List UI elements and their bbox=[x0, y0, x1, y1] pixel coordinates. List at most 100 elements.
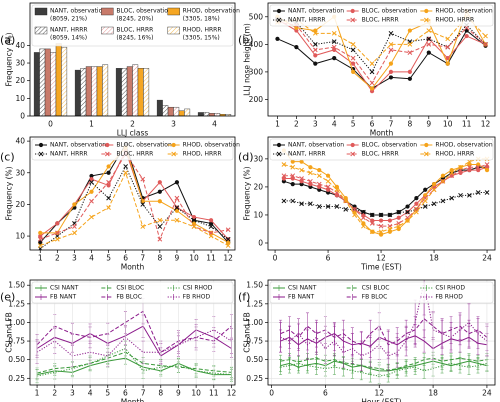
plot-area bbox=[35, 298, 233, 384]
legend-label: FB NANT bbox=[50, 294, 77, 301]
marker bbox=[89, 179, 94, 185]
error-bar bbox=[279, 322, 283, 353]
x-tick-label: 6 bbox=[323, 389, 328, 398]
marker bbox=[313, 53, 318, 58]
marker bbox=[343, 198, 349, 204]
x-tick-label: 6 bbox=[123, 254, 128, 263]
marker bbox=[55, 221, 60, 226]
x-tick-label: 5 bbox=[106, 254, 111, 263]
legend-marker bbox=[105, 142, 110, 148]
panel-label: (a) bbox=[0, 34, 15, 47]
legend-swatch bbox=[34, 26, 48, 35]
legend-marker bbox=[276, 8, 282, 14]
x-tick-label: 24 bbox=[482, 389, 492, 398]
x-axis-label: Month bbox=[121, 263, 145, 272]
plot-area bbox=[281, 148, 490, 237]
x-tick-label: 12 bbox=[227, 389, 237, 398]
series-line bbox=[280, 333, 488, 350]
y-tick-label: 0.75 bbox=[246, 337, 263, 346]
x-tick-label: 18 bbox=[429, 254, 439, 263]
marker bbox=[312, 30, 318, 36]
marker bbox=[484, 190, 490, 195]
marker bbox=[369, 61, 375, 66]
bar bbox=[162, 105, 169, 116]
marker bbox=[157, 189, 162, 194]
y-tick-label: 40 bbox=[15, 41, 25, 50]
x-tick-label: 12 bbox=[481, 120, 491, 129]
x-tick-label: 3 bbox=[171, 120, 176, 129]
marker bbox=[334, 204, 340, 209]
marker bbox=[414, 209, 419, 215]
legend-label: FB BLOC bbox=[116, 294, 142, 301]
error-bar bbox=[422, 363, 426, 379]
marker bbox=[467, 192, 472, 198]
legend-marker bbox=[38, 151, 44, 157]
panel-label: (e) bbox=[0, 291, 15, 304]
plot-area bbox=[279, 280, 489, 384]
bar bbox=[80, 68, 87, 116]
marker bbox=[281, 173, 287, 179]
legend-label: BLOC, HRRR bbox=[362, 17, 399, 24]
marker bbox=[325, 173, 331, 178]
x-tick-label: 9 bbox=[175, 254, 180, 263]
series-line bbox=[283, 150, 488, 236]
axes-frame bbox=[29, 2, 236, 117]
x-tick-label: 5 bbox=[351, 120, 356, 129]
marker bbox=[208, 218, 214, 223]
marker bbox=[388, 30, 394, 36]
marker bbox=[422, 204, 428, 209]
legend-label: NANT, HRRR bbox=[288, 151, 326, 158]
legend-detail: (3305, 18%) bbox=[183, 16, 220, 23]
marker bbox=[89, 214, 94, 220]
marker bbox=[89, 198, 94, 204]
error-bar bbox=[404, 360, 408, 377]
error-bar bbox=[288, 325, 292, 357]
marker bbox=[191, 214, 197, 220]
x-axis-label: Time (EST) bbox=[360, 263, 402, 272]
marker bbox=[387, 226, 393, 232]
legend-marker bbox=[350, 8, 355, 14]
marker bbox=[352, 212, 357, 218]
marker bbox=[290, 159, 295, 164]
x-axis-label: Hour (EST) bbox=[361, 398, 401, 402]
legend-marker bbox=[423, 151, 429, 157]
series-line bbox=[36, 347, 232, 377]
x-tick-label: 12 bbox=[374, 389, 384, 398]
series-line bbox=[39, 165, 229, 250]
legend-label: FB RHOD bbox=[435, 294, 463, 301]
marker bbox=[361, 215, 366, 221]
series-line bbox=[277, 19, 486, 92]
legend-marker bbox=[350, 151, 356, 157]
legend-label: BLOC, observation bbox=[116, 142, 172, 149]
marker bbox=[483, 41, 488, 47]
y-tick-label: 1.50 bbox=[246, 281, 263, 290]
legend-marker bbox=[424, 8, 429, 14]
series-line bbox=[283, 158, 488, 233]
bar bbox=[137, 68, 144, 116]
y-tick-label: 20 bbox=[15, 200, 25, 209]
axes-frame bbox=[29, 136, 236, 251]
marker bbox=[440, 198, 446, 204]
marker bbox=[290, 164, 296, 170]
marker bbox=[378, 218, 384, 223]
x-tick-label: 4 bbox=[212, 120, 217, 129]
y-tick-label: 0.50 bbox=[8, 355, 25, 364]
marker bbox=[290, 198, 296, 204]
marker bbox=[369, 212, 375, 218]
marker bbox=[313, 61, 318, 66]
series-line bbox=[277, 10, 486, 90]
marker bbox=[174, 195, 180, 201]
bar bbox=[39, 48, 46, 116]
y-tick-label: 1.25 bbox=[8, 299, 25, 308]
legend-label: NANT, observation bbox=[288, 142, 344, 149]
x-tick-label: 1 bbox=[38, 254, 43, 263]
legend-marker bbox=[423, 17, 429, 23]
series-line bbox=[283, 166, 488, 222]
x-tick-label: 7 bbox=[389, 120, 394, 129]
marker bbox=[294, 44, 299, 50]
bar bbox=[121, 68, 128, 116]
marker bbox=[89, 173, 94, 179]
y-tick-label: 1.00 bbox=[8, 318, 25, 327]
marker bbox=[325, 184, 331, 190]
bar bbox=[178, 110, 185, 116]
